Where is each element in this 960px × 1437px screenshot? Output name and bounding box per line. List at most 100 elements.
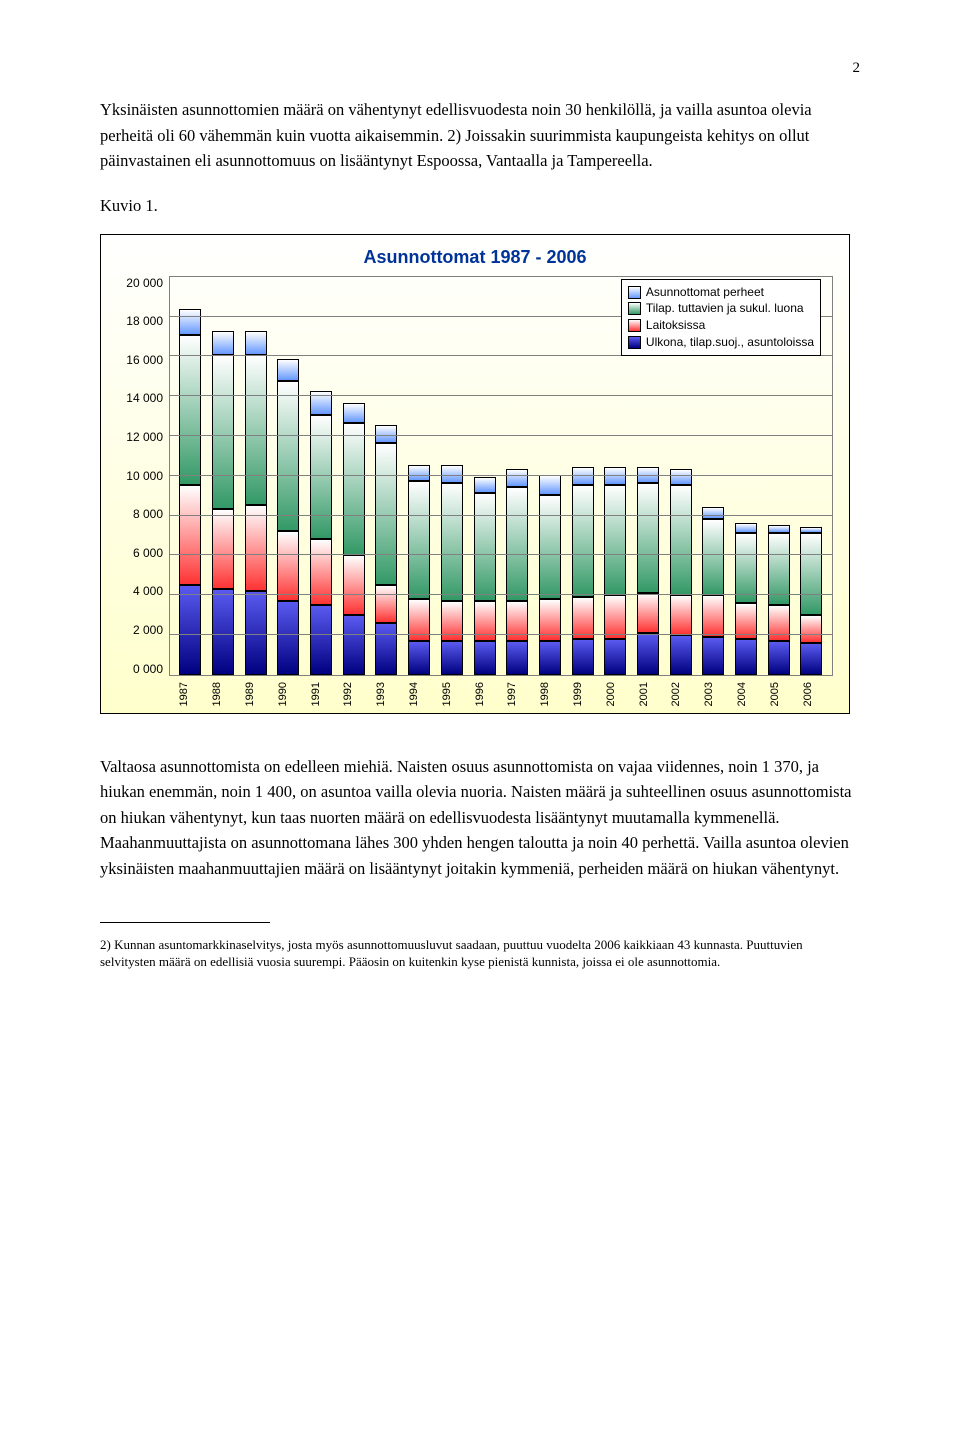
bar-1987 [179, 309, 201, 675]
figure-label: Kuvio 1. [100, 196, 860, 216]
bar-segment-ulkona [212, 589, 234, 675]
legend-label-ulkona: Ulkona, tilap.suoj., asuntoloissa [646, 334, 814, 351]
legend-label-perheet: Asunnottomat perheet [646, 284, 764, 301]
bar-segment-ulkona [310, 605, 332, 675]
gridline [170, 515, 832, 516]
bar-segment-tilap [179, 335, 201, 485]
bar-2005 [768, 525, 790, 675]
bar-2006 [800, 527, 822, 675]
bar-segment-tilap [572, 485, 594, 597]
bar-segment-tilap [441, 483, 463, 601]
bar-segment-tilap [670, 485, 692, 595]
bar-segment-ulkona [604, 639, 626, 675]
y-tick-label: 12 000 [126, 430, 163, 444]
paragraph-2: Valtaosa asunnottomista on edelleen mieh… [100, 754, 860, 882]
bar-segment-laitok [375, 585, 397, 623]
bar-segment-ulkona [408, 641, 430, 675]
bar-segment-perhe [539, 475, 561, 495]
bar-2004 [735, 523, 757, 675]
legend-swatch-tilap [628, 302, 641, 315]
bar-segment-ulkona [375, 623, 397, 675]
bar-segment-ulkona [768, 641, 790, 675]
y-tick-label: 18 000 [126, 314, 163, 328]
x-tick-label: 2004 [736, 682, 758, 706]
bar-segment-perhe [343, 403, 365, 423]
bar-1997 [506, 469, 528, 675]
legend-label-laitok: Laitoksissa [646, 317, 705, 334]
x-tick-label: 1989 [244, 682, 266, 706]
chart-title: Asunnottomat 1987 - 2006 [117, 247, 833, 268]
x-tick-label: 1995 [441, 682, 463, 706]
chart-legend: Asunnottomat perheet Tilap. tuttavien ja… [621, 279, 821, 356]
y-tick-label: 10 000 [126, 469, 163, 483]
x-tick-label: 1987 [178, 682, 200, 706]
x-tick-label: 1992 [342, 682, 364, 706]
bar-segment-ulkona [441, 641, 463, 675]
bar-segment-perhe [277, 359, 299, 381]
x-tick-label: 2001 [638, 682, 660, 706]
gridline [170, 634, 832, 635]
bar-segment-ulkona [343, 615, 365, 675]
bar-segment-laitok [343, 555, 365, 615]
bar-segment-ulkona [670, 635, 692, 675]
bar-segment-ulkona [506, 641, 528, 675]
x-tick-label: 1996 [474, 682, 496, 706]
x-tick-label: 1988 [211, 682, 233, 706]
bar-segment-tilap [800, 533, 822, 615]
bar-2001 [637, 467, 659, 675]
bar-1989 [245, 331, 267, 675]
bar-segment-ulkona [800, 643, 822, 675]
gridline [170, 594, 832, 595]
bar-2000 [604, 467, 626, 675]
homeless-chart: Asunnottomat 1987 - 2006 20 00018 00016 … [100, 234, 850, 714]
bar-segment-ulkona [539, 641, 561, 675]
bar-1988 [212, 331, 234, 675]
bar-segment-tilap [702, 519, 724, 595]
page-number: 2 [100, 60, 860, 77]
bar-segment-tilap [277, 381, 299, 531]
bar-segment-perhe [506, 469, 528, 487]
document-page: 2 Yksinäisten asunnottomien määrä on väh… [0, 0, 960, 1024]
gridline [170, 475, 832, 476]
y-tick-label: 2 000 [133, 623, 163, 637]
legend-swatch-ulkona [628, 336, 641, 349]
bar-segment-ulkona [277, 601, 299, 675]
bar-segment-laitok [212, 509, 234, 589]
bar-1998 [539, 475, 561, 675]
bar-1995 [441, 465, 463, 675]
bar-segment-perhe [572, 467, 594, 485]
bar-segment-laitok [702, 595, 724, 637]
bar-segment-tilap [408, 481, 430, 599]
bar-segment-tilap [539, 495, 561, 599]
bar-segment-laitok [572, 597, 594, 639]
bar-segment-ulkona [179, 585, 201, 675]
x-tick-label: 1993 [375, 682, 397, 706]
bar-segment-perhe [702, 507, 724, 519]
bar-segment-laitok [604, 595, 626, 639]
y-tick-label: 20 000 [126, 276, 163, 290]
bar-segment-laitok [800, 615, 822, 643]
y-tick-label: 0 000 [133, 662, 163, 676]
x-tick-label: 1990 [277, 682, 299, 706]
bar-segment-perhe [735, 523, 757, 533]
x-tick-label: 2006 [802, 682, 824, 706]
bar-segment-tilap [212, 355, 234, 509]
legend-label-tilap: Tilap. tuttavien ja sukul. luona [646, 300, 804, 317]
bar-segment-ulkona [245, 591, 267, 675]
bar-segment-ulkona [474, 641, 496, 675]
legend-swatch-laitok [628, 319, 641, 332]
legend-item-ulkona: Ulkona, tilap.suoj., asuntoloissa [628, 334, 814, 351]
bar-segment-tilap [637, 483, 659, 593]
bar-segment-perhe [474, 477, 496, 493]
x-tick-label: 1994 [408, 682, 430, 706]
bar-segment-ulkona [637, 633, 659, 675]
y-tick-label: 14 000 [126, 391, 163, 405]
bar-segment-tilap [474, 493, 496, 601]
legend-item-laitok: Laitoksissa [628, 317, 814, 334]
bar-segment-ulkona [702, 637, 724, 675]
legend-swatch-perheet [628, 286, 641, 299]
bar-segment-perhe [441, 465, 463, 483]
bar-segment-ulkona [572, 639, 594, 675]
bar-segment-perhe [179, 309, 201, 335]
bar-1996 [474, 477, 496, 675]
